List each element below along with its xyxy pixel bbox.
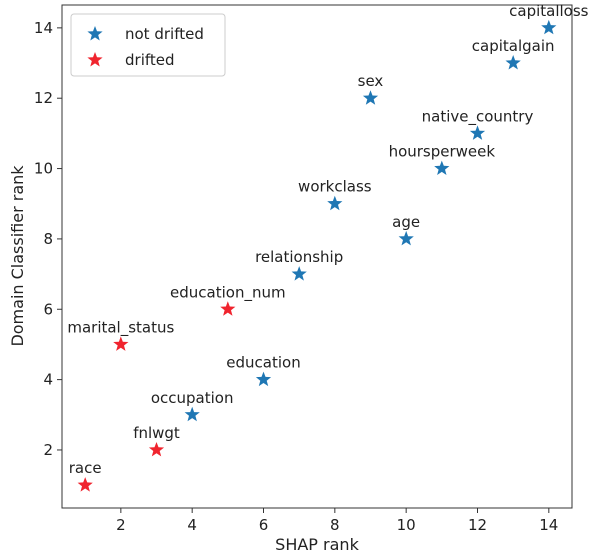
x-axis-label: SHAP rank	[275, 535, 359, 554]
legend-box	[70, 13, 226, 77]
point-education-num	[220, 301, 236, 316]
point-capitalgain	[505, 55, 521, 70]
x-tick-label: 14	[539, 516, 558, 534]
point-label: education_num	[170, 283, 286, 302]
x-tick-label: 4	[187, 516, 197, 534]
point-label: occupation	[151, 389, 234, 407]
y-tick-label: 4	[43, 371, 53, 389]
legend-label: not drifted	[125, 25, 204, 43]
x-tick-label: 12	[468, 516, 487, 534]
point-hoursperweek	[434, 160, 450, 175]
point-label: education	[226, 354, 300, 372]
point-label: marital_status	[67, 318, 174, 337]
point-workclass	[327, 195, 343, 211]
point-relationship	[291, 266, 307, 281]
point-label: fnlwgt	[133, 424, 180, 442]
point-label: capitalloss	[509, 2, 589, 20]
x-tick-label: 10	[397, 516, 416, 534]
plot-frame	[61, 4, 573, 509]
legend-marker	[87, 52, 103, 67]
legend: not drifted drifted	[70, 13, 226, 77]
point-native-country	[469, 125, 486, 140]
y-tick-label: 2	[43, 441, 53, 459]
point-label: sex	[358, 72, 384, 90]
point-label: hoursperweek	[389, 143, 496, 161]
point-race	[77, 477, 93, 492]
point-age	[398, 230, 414, 246]
y-tick-label: 8	[43, 230, 53, 248]
point-label: relationship	[255, 248, 343, 266]
point-education	[255, 371, 272, 387]
y-axis-label: Domain Classifier rank	[8, 165, 27, 347]
y-tick-label: 12	[34, 89, 53, 107]
point-marital-status	[113, 336, 129, 351]
x-tick-label: 2	[116, 516, 126, 534]
point-capitalloss	[541, 19, 557, 35]
point-sex	[362, 90, 379, 105]
point-occupation	[184, 406, 200, 422]
point-label: native_country	[422, 107, 534, 126]
y-tick-label: 10	[34, 160, 53, 178]
legend-label: drifted	[125, 51, 175, 69]
y-tick-label: 6	[43, 300, 53, 318]
y-tick-label: 14	[34, 19, 53, 37]
point-label: capitalgain	[472, 37, 555, 55]
point-label: race	[69, 459, 102, 477]
point-label: age	[392, 213, 420, 231]
point-label: workclass	[298, 178, 372, 196]
legend-marker	[87, 26, 103, 41]
point-fnlwgt	[148, 442, 165, 457]
x-tick-label: 8	[330, 516, 340, 534]
x-tick-label: 6	[259, 516, 269, 534]
